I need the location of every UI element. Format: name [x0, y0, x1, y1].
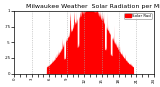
- Legend: Solar Rad: Solar Rad: [124, 13, 152, 19]
- Text: Milwaukee Weather  Solar Radiation per Minute (24 Hours): Milwaukee Weather Solar Radiation per Mi…: [26, 4, 160, 9]
